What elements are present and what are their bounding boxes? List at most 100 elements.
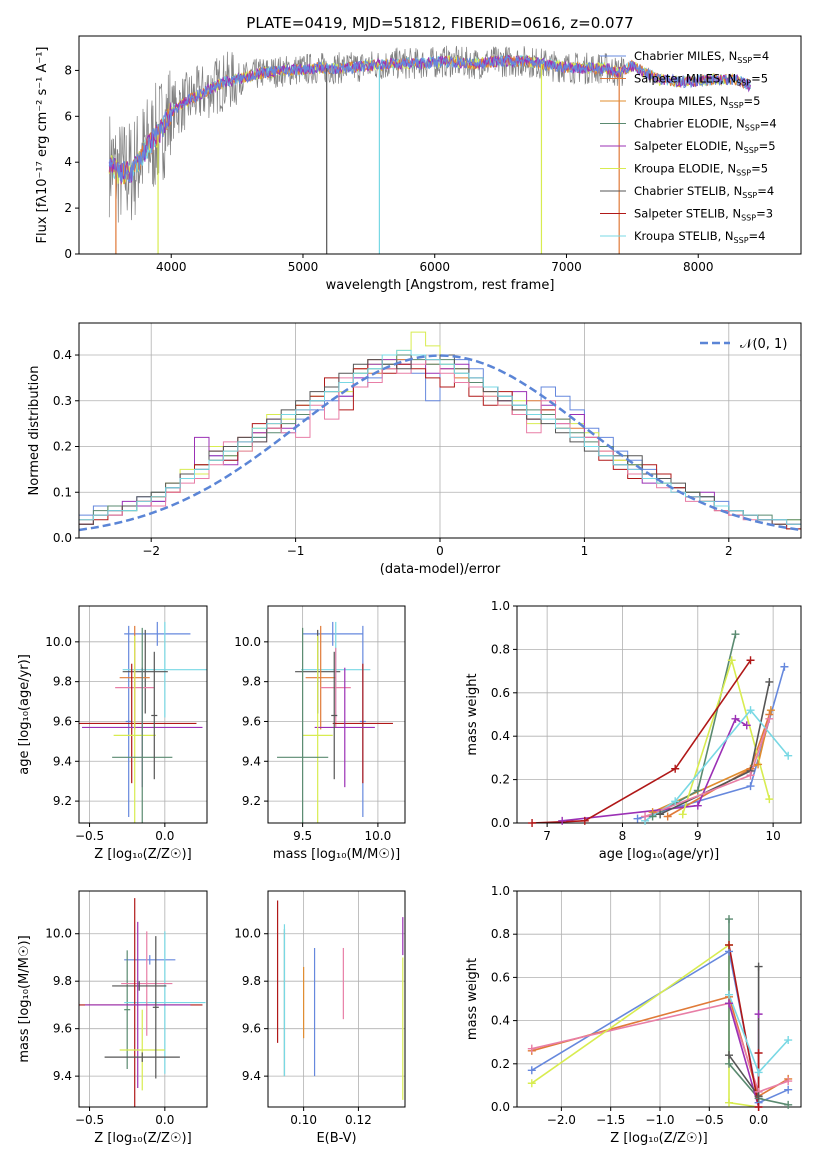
plus-marker — [580, 816, 589, 825]
x-tick-label: 8 — [619, 829, 627, 843]
axes-1: −2 −1 0 1 2 0.0 0.1 0.2 0.3 0.4 (data-model)/error… — [27, 322, 802, 577]
plus-marker — [671, 764, 680, 773]
series-line — [531, 1002, 789, 1093]
plus-marker — [727, 656, 736, 665]
legend-entry: Chabrier STELIB, NSSP=4 — [634, 184, 774, 200]
legend-entry: Salpeter STELIB, NSSP=3 — [634, 207, 773, 223]
y-tick-label: 10.0 — [234, 635, 261, 649]
plus-marker — [633, 814, 642, 823]
plus-marker — [754, 1010, 763, 1019]
x-axis-label: mass [log₁₀(M/M☉)] — [273, 847, 400, 862]
series-line — [652, 634, 737, 818]
y-tick-label: 0.4 — [491, 729, 510, 743]
y-tick-label: 9.8 — [242, 675, 261, 689]
plus-marker — [754, 1103, 763, 1111]
plus-marker — [648, 812, 657, 821]
x-tick-label: −0.5 — [75, 1113, 104, 1127]
plot-area — [108, 45, 751, 254]
y-tick-label: 4 — [64, 155, 72, 169]
axes-frame — [78, 890, 208, 1108]
axes-7: −2.0 −1.5 −1.0 −0.5 0.0 0.0 0.2 0.4 0.6 0.8 1.0 Z [… — [465, 884, 802, 1146]
axes-frame — [78, 322, 802, 539]
axes-4: 7 8 9 10 0.0 0.2 0.4 0.6 0.8 1.0 age [log₁₀(age/yr… — [465, 599, 802, 862]
y-tick-label: 9.8 — [242, 974, 261, 988]
plus-marker — [558, 816, 567, 825]
y-tick-label: 9.2 — [53, 794, 72, 808]
y-tick-label: 9.2 — [242, 794, 261, 808]
plot-area — [277, 621, 393, 823]
plus-marker — [663, 812, 672, 821]
y-tick-label: 0 — [64, 247, 72, 261]
x-tick-label: 0.10 — [290, 1113, 317, 1127]
axes-2: −0.5 0.0 9.2 9.4 9.6 9.8 10.0 Z [log₁₀(Z/Z☉)] ag… — [17, 605, 208, 862]
series-line — [728, 1003, 760, 1107]
plus-marker — [784, 1085, 793, 1094]
plus-marker — [784, 1077, 793, 1086]
y-tick-label: 0.2 — [491, 773, 510, 787]
y-tick-label: 9.4 — [242, 1069, 261, 1083]
plus-marker — [656, 810, 665, 819]
x-tick-label: 4000 — [156, 260, 187, 274]
axes-frame — [267, 605, 406, 824]
y-tick-label: 0.8 — [491, 927, 510, 941]
y-axis-label: mass weight — [465, 958, 480, 1040]
x-tick-label: 0 — [436, 544, 444, 558]
y-tick-label: 0.3 — [53, 394, 72, 408]
grid-lines — [268, 891, 405, 1107]
axes-3: 9.5 10.0 9.2 9.4 9.6 9.8 10.0 mass [log₁₀(M/M☉)… — [234, 605, 406, 862]
plus-marker — [765, 677, 774, 686]
legend-entry: Kroupa STELIB, NSSP=4 — [634, 229, 765, 245]
series-line — [728, 944, 760, 1107]
x-tick-label: −2.0 — [547, 1113, 576, 1127]
plus-marker — [725, 915, 734, 924]
plus-marker — [754, 760, 763, 769]
y-tick-label: 9.6 — [242, 714, 261, 728]
plus-marker — [746, 656, 755, 665]
x-tick-label: 0.12 — [345, 1113, 372, 1127]
plus-marker — [731, 714, 740, 723]
y-tick-label: 10.0 — [45, 635, 72, 649]
legend-entry: Salpeter ELODIE, NSSP=5 — [634, 139, 776, 155]
legend-entry: 𝒩(0, 1) — [740, 337, 787, 352]
grid-lines — [79, 891, 207, 1107]
plus-marker — [784, 1100, 793, 1109]
x-tick-label: 0.0 — [155, 829, 174, 843]
x-axis-label: Z [log₁₀(Z/Z☉)] — [94, 1131, 191, 1146]
y-axis-label: mass weight — [465, 673, 480, 755]
y-tick-label: 9.4 — [53, 754, 72, 768]
y-tick-label: 8 — [64, 63, 72, 77]
axes-frame — [78, 35, 802, 255]
x-tick-label: −0.5 — [695, 1113, 724, 1127]
gaussian-curve — [79, 354, 801, 532]
plot-area — [276, 900, 404, 1100]
y-tick-label: 10.0 — [234, 927, 261, 941]
plus-marker — [746, 706, 755, 715]
x-tick-label: 5000 — [288, 260, 319, 274]
x-tick-label: 10 — [765, 829, 780, 843]
plus-marker — [725, 1059, 734, 1068]
plot-area — [79, 621, 207, 823]
x-tick-label: 8000 — [683, 260, 714, 274]
plus-marker — [765, 714, 774, 723]
plot-area — [531, 919, 789, 1107]
series-line — [531, 943, 759, 1107]
series-line — [659, 681, 771, 816]
plus-marker — [725, 941, 734, 949]
axes-6: 0.10 0.12 9.4 9.6 9.8 10.0 E(B-V) — [234, 890, 406, 1146]
y-tick-label: 2 — [64, 201, 72, 215]
grid-lines — [517, 605, 801, 824]
axes-0: 4000 5000 6000 7000 8000 0 2 4 6 8 wavelength [Ang… — [35, 35, 802, 293]
plus-marker — [527, 1066, 536, 1075]
y-tick-label: 9.6 — [242, 1022, 261, 1036]
plus-marker — [754, 1049, 763, 1057]
x-tick-label: 6000 — [419, 260, 450, 274]
x-axis-label: age [log₁₀(age/yr)] — [599, 847, 720, 862]
legend-entry: Chabrier ELODIE, NSSP=4 — [634, 117, 777, 133]
y-axis-label: Flux [fλ10⁻¹⁷ erg cm⁻² s⁻¹ A⁻¹] — [35, 47, 50, 244]
plus-marker — [725, 1051, 734, 1060]
axes-frame — [516, 605, 802, 824]
y-tick-label: 9.8 — [53, 974, 72, 988]
plus-marker — [731, 630, 740, 639]
plus-marker — [527, 1044, 536, 1053]
plot-area — [532, 634, 789, 823]
